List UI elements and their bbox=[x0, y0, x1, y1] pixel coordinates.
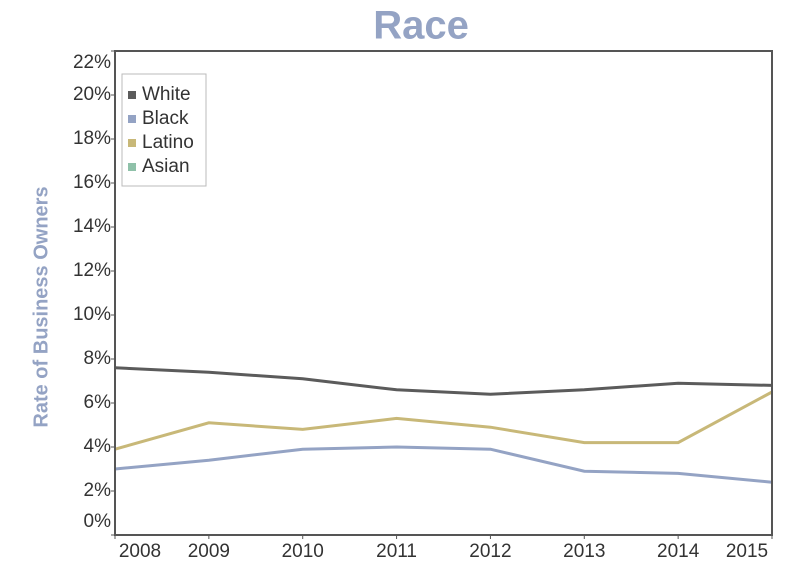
x-tick-label: 2015 bbox=[726, 541, 768, 562]
legend-swatch bbox=[128, 115, 136, 123]
x-tick-label: 2011 bbox=[376, 541, 417, 562]
legend-label: Asian bbox=[142, 156, 190, 177]
plot-frame bbox=[114, 50, 773, 536]
x-tick-label: 2008 bbox=[119, 541, 161, 562]
legend-label: Latino bbox=[142, 132, 194, 153]
x-tick-label: 2013 bbox=[563, 541, 605, 562]
line-series bbox=[114, 445, 773, 484]
y-tick-label: 12% bbox=[73, 260, 111, 281]
y-tick-label: 18% bbox=[73, 128, 111, 149]
legend-swatch bbox=[128, 91, 136, 99]
y-tick-label: 16% bbox=[73, 172, 111, 193]
y-tick-label: 20% bbox=[73, 84, 111, 105]
y-axis-label: Rate of Business Owners bbox=[30, 186, 52, 427]
y-tick-label: 2% bbox=[84, 480, 112, 501]
chart-title: Race bbox=[373, 4, 469, 48]
y-tick-label: 8% bbox=[84, 348, 112, 369]
legend: White Black Latino Asian bbox=[121, 73, 207, 187]
line-series bbox=[114, 390, 773, 451]
line-series bbox=[114, 366, 773, 396]
y-tick-label: 14% bbox=[73, 216, 111, 237]
y-tick-label: 6% bbox=[84, 392, 112, 413]
y-tick-label: 4% bbox=[84, 436, 112, 457]
legend-swatch bbox=[128, 139, 136, 147]
x-tick-label: 2009 bbox=[188, 541, 230, 562]
x-tick-label: 2010 bbox=[282, 541, 324, 562]
legend-label: Black bbox=[142, 108, 189, 129]
y-tick-label: 22% bbox=[73, 52, 111, 73]
y-tick-label: 0% bbox=[84, 511, 112, 532]
y-tick-label: 10% bbox=[73, 304, 111, 325]
legend-label: White bbox=[142, 84, 191, 105]
x-tick-label: 2014 bbox=[657, 541, 700, 562]
legend-swatch bbox=[128, 163, 136, 171]
x-tick-label: 2012 bbox=[469, 541, 511, 562]
